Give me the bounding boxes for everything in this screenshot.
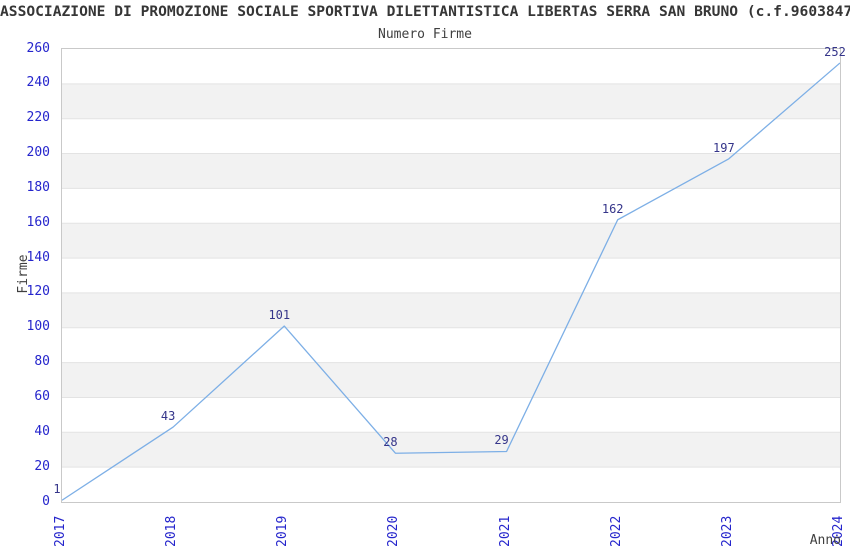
- data-label: 29: [494, 433, 509, 448]
- data-label: 197: [713, 140, 735, 155]
- y-tick-label: 120: [26, 284, 50, 300]
- y-tick-label: 60: [34, 388, 50, 404]
- y-tick-label: 240: [26, 75, 50, 91]
- chart-subtitle: Numero Firme: [378, 27, 472, 42]
- x-axis-title: Anno: [809, 533, 841, 548]
- x-tick-label: 2022: [608, 515, 624, 547]
- y-axis-title: Firme: [16, 254, 31, 294]
- x-tick-label: 2020: [386, 515, 402, 547]
- x-tick-label: 2019: [275, 515, 291, 547]
- x-tick-label: 2017: [53, 515, 68, 547]
- line-series-path: [62, 62, 840, 501]
- data-label: 28: [383, 435, 398, 450]
- data-label: 101: [268, 308, 291, 323]
- chart-title: ASSOCIAZIONE DI PROMOZIONE SOCIALE SPORT…: [0, 3, 850, 20]
- y-tick-label: 260: [26, 40, 50, 56]
- data-label: 1: [53, 482, 61, 497]
- y-tick-label: 180: [26, 179, 50, 195]
- line-chart-svg: [62, 62, 840, 501]
- data-label: 162: [601, 201, 624, 216]
- plot-area: [61, 48, 841, 503]
- data-label: 43: [160, 409, 176, 424]
- y-tick-label: 40: [34, 423, 50, 439]
- y-tick-label: 20: [34, 458, 50, 474]
- y-tick-label: 100: [26, 319, 50, 335]
- y-tick-label: 80: [34, 354, 50, 370]
- y-tick-label: 0: [42, 493, 50, 509]
- x-tick-label: 2021: [497, 515, 513, 547]
- y-tick-label: 140: [26, 249, 50, 265]
- y-tick-label: 220: [26, 110, 50, 126]
- x-tick-label: 2018: [164, 515, 180, 547]
- data-label: 252: [824, 44, 846, 59]
- y-tick-label: 200: [26, 145, 50, 161]
- y-tick-label: 160: [26, 214, 50, 230]
- x-tick-label: 2023: [719, 515, 735, 547]
